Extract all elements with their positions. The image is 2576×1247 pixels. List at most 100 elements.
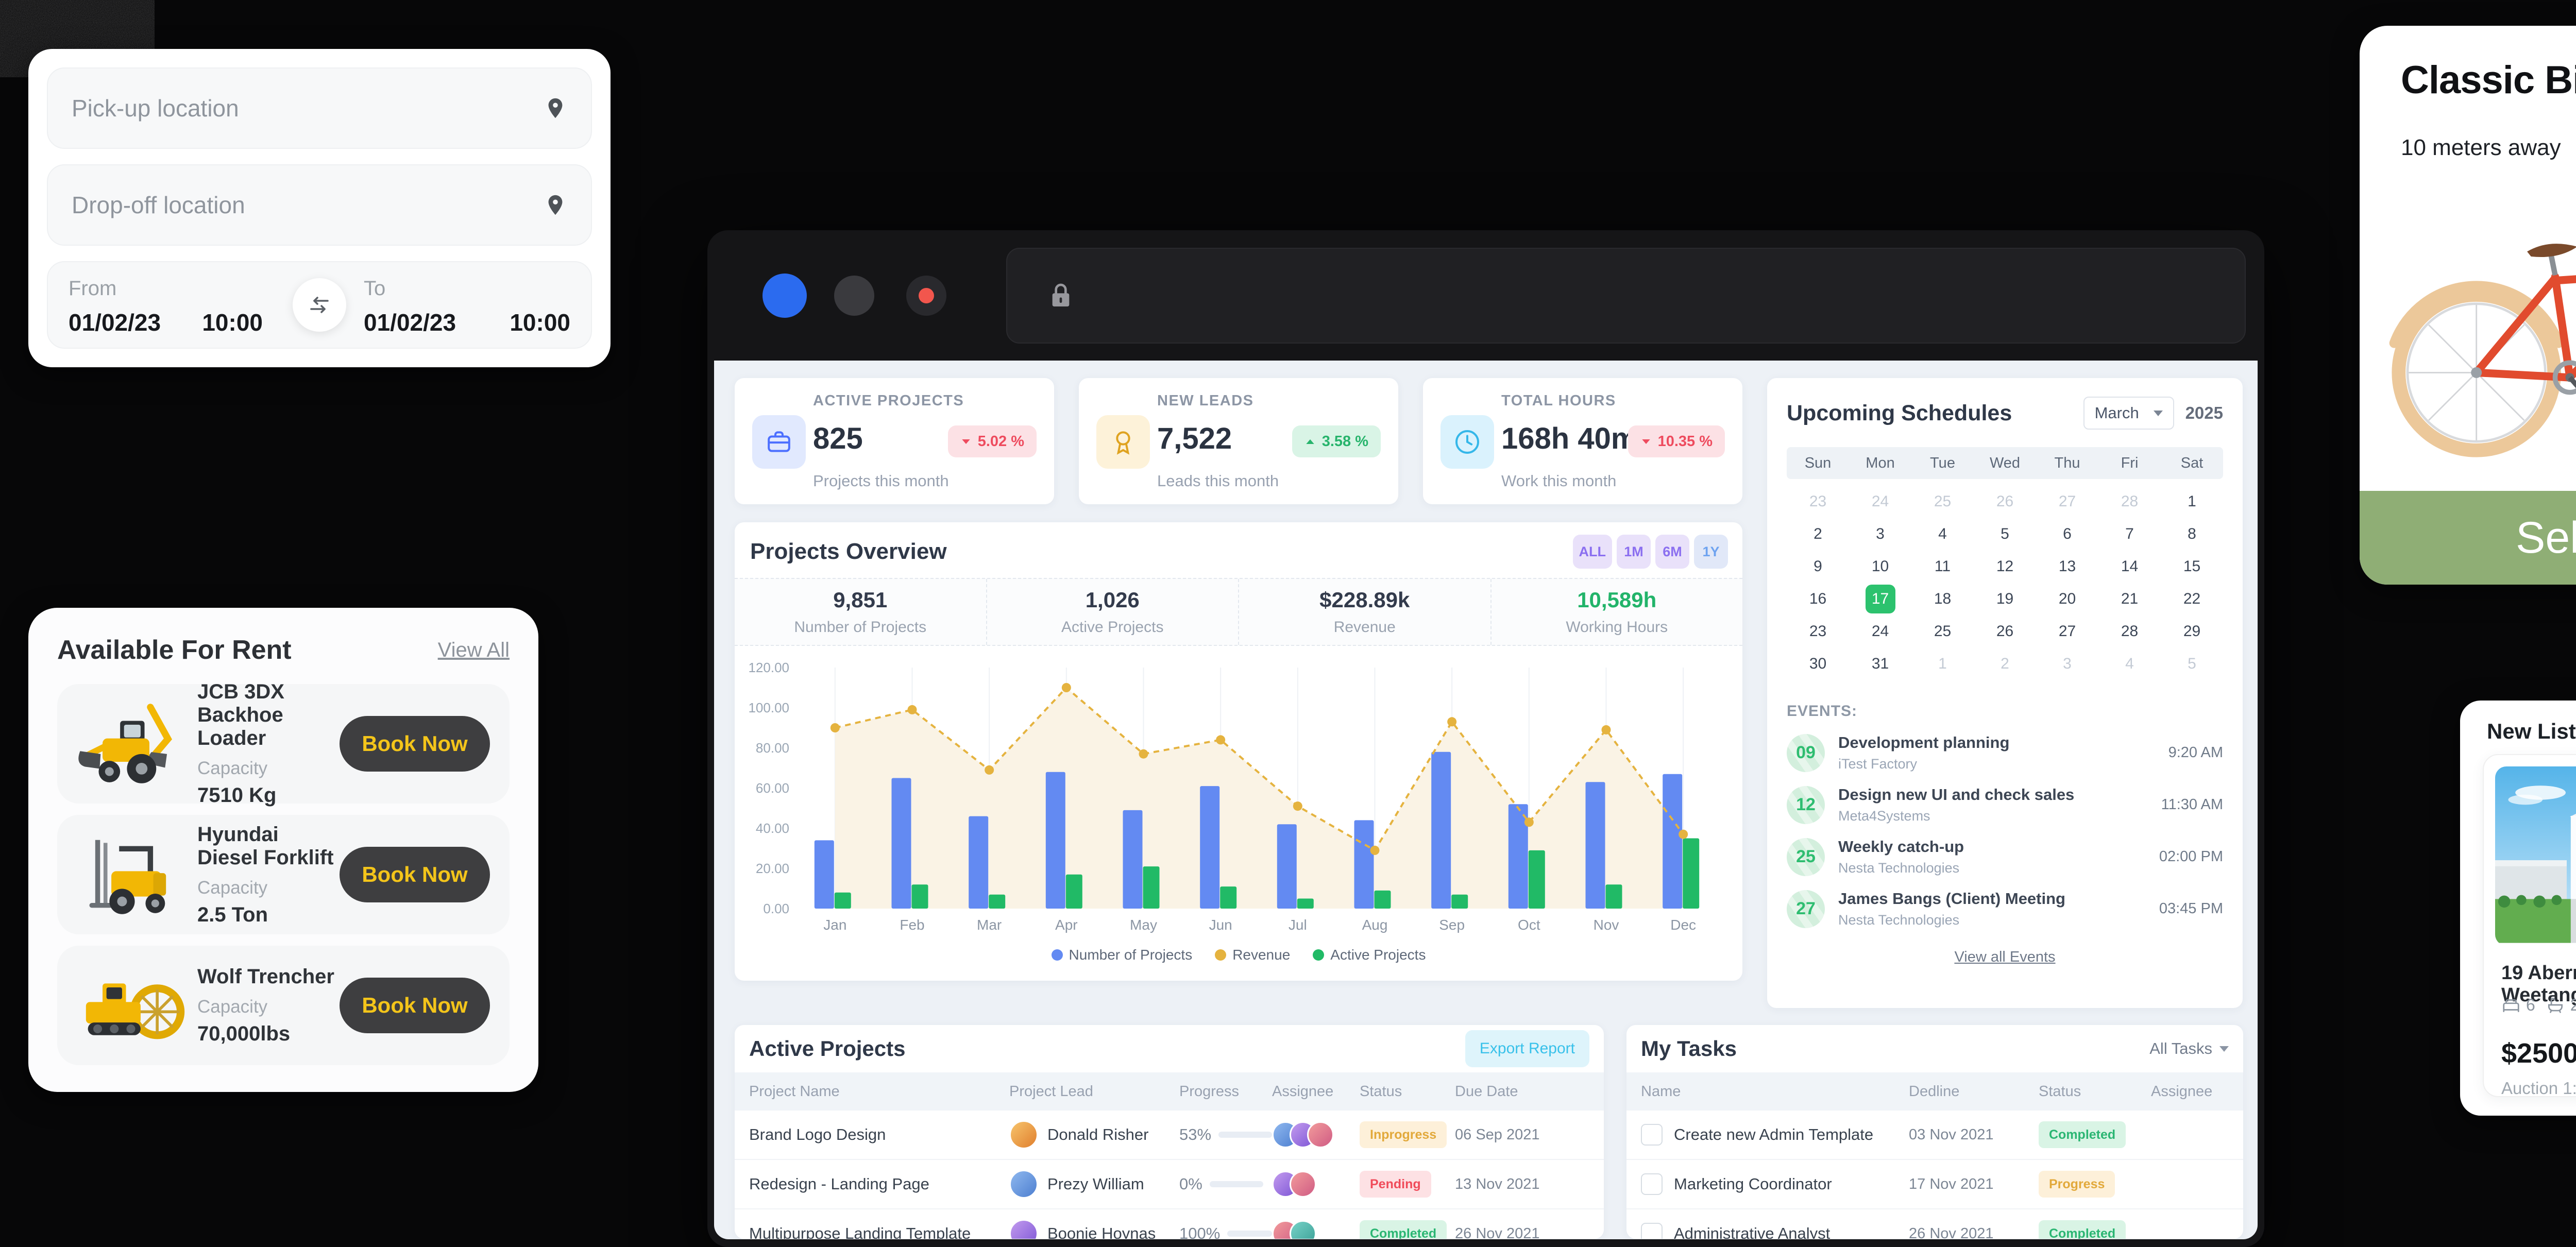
lead-name: Boonie Hoynas	[1047, 1224, 1156, 1239]
calendar-date[interactable]: 18	[1934, 590, 1952, 607]
window-control-close[interactable]	[906, 275, 946, 316]
calendar-date[interactable]: 21	[2121, 590, 2139, 607]
feature-value: 6	[2526, 995, 2535, 1014]
to-column[interactable]: To 01/02/23 10:00	[364, 274, 570, 336]
clock-icon	[1440, 415, 1494, 469]
calendar-day-name: Tue	[1930, 454, 1955, 471]
swap-arrows-icon	[307, 293, 332, 317]
event-item[interactable]: 27 James Bangs (Client) Meeting Nesta Tech…	[1787, 890, 2223, 928]
calendar-date[interactable]: 30	[1809, 655, 1827, 672]
calendar-date[interactable]: 27	[2058, 622, 2076, 640]
calendar-date[interactable]: 28	[2121, 492, 2139, 510]
range-button-all[interactable]: ALL	[1572, 535, 1612, 569]
calendar-date[interactable]: 7	[2125, 525, 2134, 542]
calendar-date[interactable]: 31	[1871, 655, 1889, 672]
range-button-6m[interactable]: 6M	[1655, 535, 1689, 569]
address-bar[interactable]	[1006, 248, 2246, 344]
calendar-date[interactable]: 2	[1814, 525, 1822, 542]
rent-item-info: Wolf Trencher Capacity 70,000lbs	[185, 965, 340, 1046]
calendar-date[interactable]: 22	[2183, 590, 2201, 607]
calendar-date[interactable]: 12	[1996, 557, 2014, 575]
event-item[interactable]: 12 Design new UI and check sales Meta4Syst…	[1787, 785, 2223, 824]
calendar-date[interactable]: 8	[2188, 525, 2196, 542]
summary-cell: $228.89k Revenue	[1239, 579, 1492, 645]
status-cell: Pending	[1360, 1171, 1455, 1198]
rent-view-all-link[interactable]: View All	[437, 638, 510, 661]
calendar-date[interactable]: 20	[2058, 590, 2076, 607]
all-tasks-filter[interactable]: All Tasks	[2149, 1039, 2229, 1058]
calendar-date[interactable]: 29	[2183, 622, 2201, 640]
projects-overview-card: Projects Overview ALL 1M 6M 1Y 9,851 Number …	[735, 522, 1742, 981]
window-control-gray[interactable]	[834, 275, 874, 316]
calendar-day-names: Sun Mon Tue Wed Thu Fri Sat	[1787, 447, 2223, 479]
property-listing-item[interactable]: 19 Abernethy Street, Weetangera 625House…	[2483, 754, 2576, 1098]
calendar-date[interactable]: 6	[2063, 525, 2072, 542]
calendar-date[interactable]: 13	[2058, 557, 2076, 575]
calendar-date[interactable]: 5	[2188, 655, 2196, 672]
task-checkbox[interactable]	[1641, 1124, 1663, 1146]
event-item[interactable]: 25 Weekly catch-up Nesta Technologies 02:00…	[1787, 838, 2223, 876]
task-name: Create new Admin Template	[1674, 1125, 1874, 1143]
export-report-button[interactable]: Export Report	[1465, 1030, 1589, 1067]
calendar-date[interactable]: 27	[2058, 492, 2076, 510]
calendar-date[interactable]: 3	[1876, 525, 1885, 542]
calendar-date[interactable]: 23	[1809, 622, 1827, 640]
task-deadline: 26 Nov 2021	[1909, 1225, 1994, 1239]
book-now-button[interactable]: Book Now	[340, 716, 490, 772]
projects-overview-title: Projects Overview	[750, 539, 947, 564]
calendar-date[interactable]: 24	[1871, 622, 1889, 640]
select-bike-button[interactable]: Select	[2360, 491, 2576, 585]
book-now-button[interactable]: Book Now	[340, 847, 490, 902]
stat-value: 168h 40m	[1501, 422, 1638, 455]
property-auction-info: Auction 1:00pm Saturday 15 April	[2501, 1079, 2576, 1098]
swap-locations-button[interactable]	[293, 278, 346, 332]
window-titlebar[interactable]	[707, 230, 2264, 361]
calendar-date[interactable]: 11	[1934, 557, 1951, 575]
to-date-value[interactable]: 01/02/23	[364, 309, 456, 336]
from-time-value[interactable]: 10:00	[202, 309, 263, 336]
stat-label: TOTAL HOURS	[1501, 392, 1616, 409]
calendar-day-name: Fri	[2121, 454, 2139, 471]
range-button-1y[interactable]: 1Y	[1694, 535, 1728, 569]
calendar-date[interactable]: 14	[2121, 557, 2139, 575]
calendar-date[interactable]: 4	[2125, 655, 2134, 672]
property-feature: 2	[2546, 995, 2576, 1015]
calendar-date[interactable]: 16	[1809, 590, 1827, 607]
calendar-date[interactable]: 4	[1938, 525, 1947, 542]
column-header: Progress	[1179, 1083, 1240, 1100]
calendar-date[interactable]: 19	[1996, 590, 2014, 607]
to-time-value[interactable]: 10:00	[510, 309, 570, 336]
calendar-date[interactable]: 25	[1934, 492, 1952, 510]
calendar-date[interactable]: 26	[1996, 622, 2014, 640]
calendar-date[interactable]: 25	[1934, 622, 1952, 640]
calendar-date[interactable]: 1	[2188, 492, 2196, 510]
month-dropdown[interactable]: March	[2083, 397, 2174, 430]
calendar-date[interactable]: 17	[1849, 583, 1911, 615]
from-column[interactable]: From 01/02/23 10:00	[69, 274, 275, 336]
calendar-date[interactable]: 24	[1871, 492, 1889, 510]
task-checkbox[interactable]	[1641, 1173, 1663, 1195]
calendar-date[interactable]: 2	[2001, 655, 2009, 672]
calendar-date[interactable]: 5	[2001, 525, 2009, 542]
assignee-avatars	[1272, 1171, 1360, 1198]
calendar-date[interactable]: 10	[1871, 557, 1889, 575]
pickup-location-field[interactable]: Pick-up location	[47, 67, 592, 149]
calendar-date[interactable]: 26	[1996, 492, 2014, 510]
window-control-blue[interactable]	[762, 273, 807, 318]
calendar-date[interactable]: 23	[1809, 492, 1827, 510]
event-day-badge: 09	[1787, 733, 1825, 772]
dropoff-location-field[interactable]: Drop-off location	[47, 164, 592, 246]
view-all-events-link[interactable]: View all Events	[1954, 949, 2056, 965]
event-item[interactable]: 09 Development planning iTest Factory 9:20 …	[1787, 733, 2223, 772]
task-checkbox[interactable]	[1641, 1223, 1663, 1239]
calendar-date[interactable]: 3	[2063, 655, 2072, 672]
calendar-date[interactable]: 15	[2183, 557, 2201, 575]
legend-item: Revenue	[1215, 947, 1290, 963]
calendar-date[interactable]: 1	[1938, 655, 1947, 672]
range-button-1m[interactable]: 1M	[1617, 535, 1651, 569]
book-now-button[interactable]: Book Now	[340, 978, 490, 1033]
calendar-date[interactable]: 9	[1814, 557, 1822, 575]
calendar-date[interactable]: 28	[2121, 622, 2139, 640]
from-date-value[interactable]: 01/02/23	[69, 309, 161, 336]
